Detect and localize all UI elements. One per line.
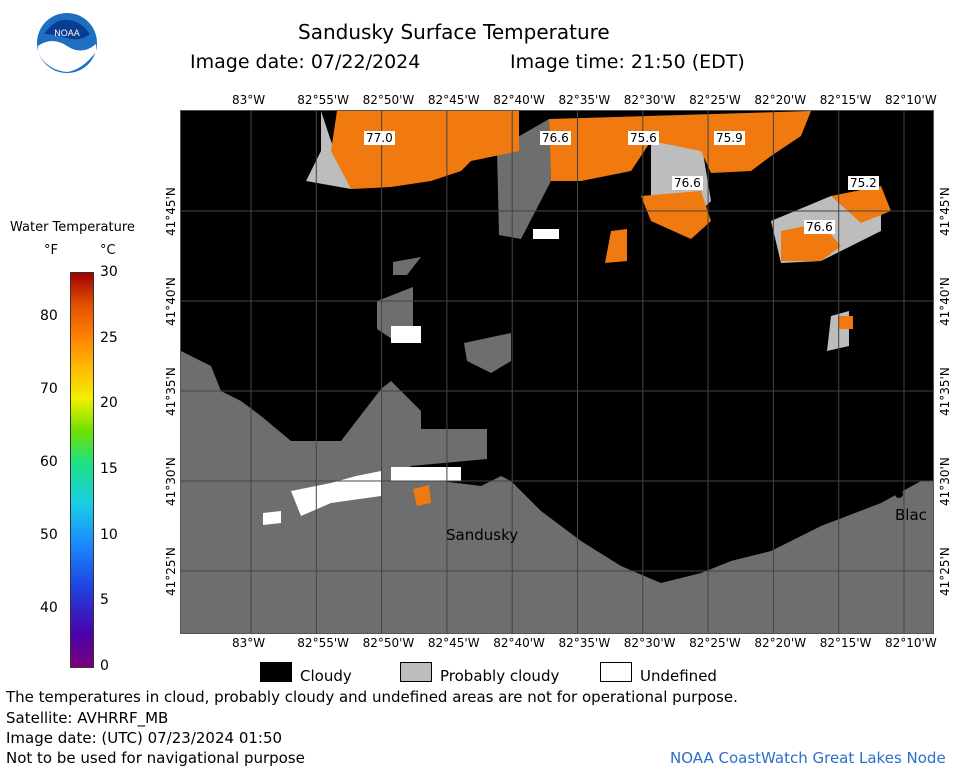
lon-tick-label: 82°15'W (819, 93, 872, 107)
colorbar-unit-f: °F (44, 243, 58, 258)
noaa-logo: NOAA (36, 12, 98, 74)
temp-label: 76.6 (804, 220, 835, 234)
warm-water-2 (549, 111, 811, 181)
undefined-island (391, 326, 421, 343)
lon-tick-label: 82°35'W (558, 93, 611, 107)
warm-water-7 (839, 316, 853, 329)
lat-tick-label: 41°30'N (164, 457, 178, 506)
temp-label: 75.6 (628, 131, 659, 145)
lat-tick-label: 41°40'N (164, 277, 178, 326)
lon-tick-label: 82°45'W (427, 636, 480, 650)
lon-tick-label: 82°55'W (297, 93, 349, 107)
warm-water-1 (331, 111, 519, 189)
place-east: Blac (895, 506, 927, 524)
lon-tick-label: 82°30'W (623, 93, 676, 107)
island-2 (464, 333, 511, 373)
lat-tick-label: 41°35'N (938, 367, 952, 416)
temp-label: 77.0 (364, 131, 395, 145)
lon-tick-label: 82°20'W (754, 93, 807, 107)
island-3 (393, 257, 421, 275)
colorbar-unit-c: °C (100, 243, 116, 258)
colorbar-c-tick: 25 (100, 329, 118, 346)
map-canvas (181, 111, 933, 633)
legend-undefined-swatch (600, 662, 632, 682)
colorbar-f-tick: 80 (40, 307, 58, 324)
lat-tick-label: 41°45'N (938, 187, 952, 236)
lon-tick-label: 82°10'W (885, 93, 937, 107)
temp-label: 75.9 (714, 131, 745, 145)
legend-undefined: Undefined (640, 667, 717, 685)
warm-water-3 (641, 191, 711, 239)
undefined-patch (533, 229, 559, 239)
temp-label: 76.6 (540, 131, 571, 145)
footer-disclaimer: The temperatures in cloud, probably clou… (6, 688, 738, 706)
undefined-strip-1 (291, 471, 381, 516)
lat-tick-label: 41°30'N (938, 457, 952, 506)
graticule (181, 111, 933, 633)
lon-tick-label: 82°30'W (623, 636, 676, 650)
noaa-logo-icon: NOAA (37, 13, 97, 73)
place-sandusky: Sandusky (446, 526, 519, 544)
lon-tick-label: 82°50'W (362, 636, 415, 650)
probably-cloudy-1 (306, 111, 351, 189)
colorbar-title: Water Temperature (10, 220, 135, 235)
lon-tick-label: 83°W (232, 636, 266, 650)
lat-tick-label: 41°45'N (164, 187, 178, 236)
lon-tick-label: 82°55'W (297, 636, 349, 650)
colorbar-f-tick: 70 (40, 380, 58, 397)
legend-probably-cloudy-swatch (400, 662, 432, 682)
footer-nav: Not to be used for navigational purpose (6, 749, 305, 767)
legend-cloudy-swatch (260, 662, 292, 682)
colorbar-c-tick: 5 (100, 592, 109, 609)
map-frame (180, 110, 934, 634)
lon-tick-label: 82°25'W (689, 636, 741, 650)
undefined-strip-2 (263, 511, 281, 525)
lat-tick-label: 41°25'N (164, 547, 178, 596)
lon-tick-label: 82°50'W (362, 93, 415, 107)
undefined-strip-3 (391, 467, 461, 481)
lon-tick-label: 82°35'W (558, 636, 611, 650)
legend-cloudy: Cloudy (300, 667, 352, 685)
lon-tick-label: 82°40'W (493, 93, 545, 107)
colorbar-c-tick: 20 (100, 395, 118, 412)
footer-satellite: Satellite: AVHRRF_MB (6, 709, 169, 727)
lon-tick-label: 82°25'W (689, 93, 741, 107)
lat-tick-label: 41°40'N (938, 277, 952, 326)
lon-tick-label: 82°10'W (885, 636, 937, 650)
colorbar-c-tick: 0 (100, 658, 109, 674)
colorbar-c-tick: 30 (100, 264, 118, 280)
lon-tick-label: 82°45'W (427, 93, 480, 107)
colorbar-f-tick: 50 (40, 526, 58, 543)
colorbar-f-tick: 40 (40, 599, 58, 616)
warm-water-8 (413, 485, 431, 506)
image-time: Image time: 21:50 (EDT) (510, 51, 745, 73)
image-date: Image date: 07/22/2024 (190, 51, 421, 73)
east-marker (895, 490, 903, 498)
colorbar-f-tick: 60 (40, 453, 58, 470)
noaa-logo-text: NOAA (54, 28, 80, 38)
warm-water-4 (605, 229, 627, 263)
colorbar (70, 272, 94, 668)
lon-tick-label: 82°40'W (493, 636, 545, 650)
lat-tick-label: 41°25'N (938, 547, 952, 596)
lon-tick-label: 82°15'W (819, 636, 872, 650)
temp-label: 75.2 (848, 176, 879, 190)
page-title: Sandusky Surface Temperature (298, 20, 610, 44)
footer-utc-date: Image date: (UTC) 07/23/2024 01:50 (6, 729, 283, 747)
warm-water-6 (831, 186, 891, 223)
colorbar-c-tick: 15 (100, 461, 118, 477)
temp-label: 76.6 (672, 176, 703, 190)
lon-tick-label: 82°20'W (754, 636, 807, 650)
land-area (181, 351, 933, 633)
lon-tick-label: 83°W (232, 93, 266, 107)
colorbar-c-tick: 10 (100, 526, 118, 543)
footer-credit: NOAA CoastWatch Great Lakes Node (670, 749, 946, 767)
lat-tick-label: 41°35'N (164, 367, 178, 416)
legend-probably-cloudy: Probably cloudy (440, 667, 560, 685)
